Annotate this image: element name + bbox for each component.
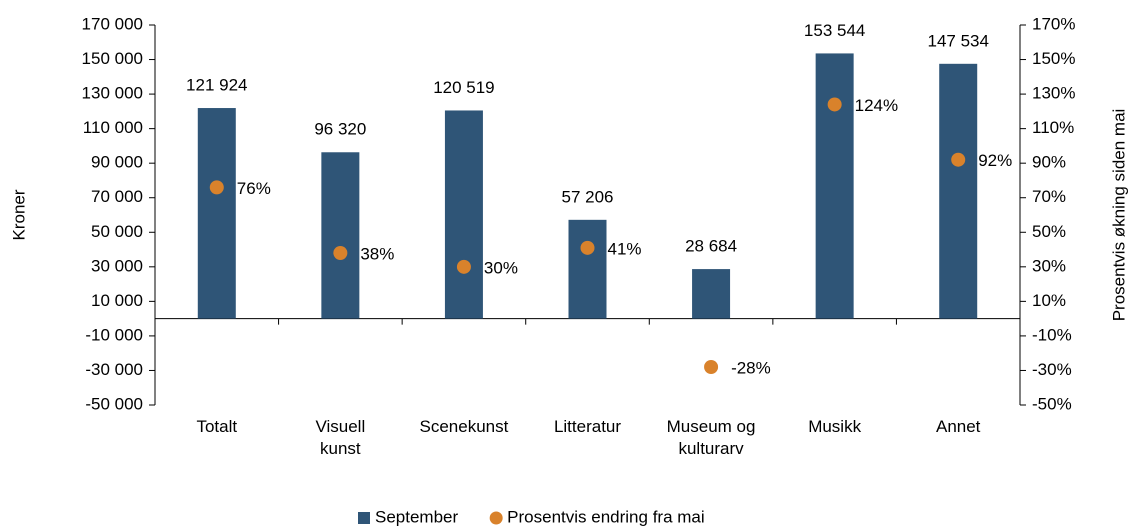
y2-tick-label: 50% (1032, 222, 1066, 241)
y-tick-label: 90 000 (91, 153, 143, 172)
bar (444, 110, 483, 319)
y2-tick-label: -30% (1032, 360, 1072, 379)
bar (815, 53, 854, 319)
bar-label: 28 684 (685, 237, 737, 256)
bar-label: 120 519 (433, 78, 494, 97)
x-tick-label-box: Museum og kulturarv (666, 417, 756, 458)
x-tick-label-box: Visuell kunst (315, 417, 366, 458)
y-tick-label: 110 000 (83, 118, 143, 137)
x-tick-label: Visuell kunst (315, 417, 366, 458)
dot (951, 152, 966, 167)
x-tick-label-box: Totalt (196, 417, 238, 436)
legend-swatch (358, 512, 370, 524)
y2-tick-label: 130% (1032, 84, 1075, 103)
dot-label: 38% (360, 244, 394, 263)
x-tick-label: Musikk (808, 417, 862, 436)
y-axis-title: Kroner (9, 189, 28, 240)
bar (568, 219, 607, 319)
bar-label: 121 924 (186, 76, 247, 95)
dot-label: 124% (855, 96, 898, 115)
x-tick-label-box: Annet (935, 417, 981, 436)
y2-tick-label: 150% (1032, 49, 1075, 68)
y2-tick-label: 90% (1032, 153, 1066, 172)
dot (580, 240, 595, 255)
y-tick-label: 170 000 (82, 14, 143, 33)
bar (939, 63, 978, 319)
x-tick-label-box: Scenekunst (419, 417, 509, 436)
dot-label: 76% (237, 179, 271, 198)
x-tick-label-box: Musikk (808, 417, 862, 436)
x-tick-label: Scenekunst (419, 417, 509, 436)
bar-label: 147 534 (927, 31, 988, 50)
bar (321, 152, 360, 319)
y-tick-label: 70 000 (91, 187, 143, 206)
dot-label: 30% (484, 258, 518, 277)
dot (704, 360, 719, 374)
legend-label: September (375, 507, 458, 526)
bar-label: 57 206 (562, 187, 614, 206)
bar (197, 108, 236, 319)
y-tick-label: 50 000 (91, 222, 143, 241)
legend-swatch (489, 511, 503, 525)
y-tick-label: 30 000 (91, 256, 143, 275)
x-tick-label: Totalt (196, 417, 238, 436)
y-tick-label: -10 000 (85, 325, 143, 344)
y2-axis-title: Prosentvis økning siden mai (1109, 109, 1128, 322)
dot (827, 97, 842, 112)
y-tick-label: 150 000 (82, 49, 143, 68)
x-tick-label: Annet (935, 417, 981, 436)
y2-tick-label: 10% (1032, 291, 1066, 310)
bar-label: 153 544 (804, 21, 865, 40)
y2-tick-label: 30% (1032, 256, 1066, 275)
dot (333, 246, 348, 260)
y2-tick-label: 70% (1032, 187, 1066, 206)
dot-label: 92% (978, 151, 1012, 170)
dot (456, 259, 471, 274)
dot-label: 41% (608, 239, 642, 258)
y-tick-label: -30 000 (85, 360, 143, 379)
x-tick-label: Museum og kulturarv (666, 417, 756, 458)
y-tick-label: 10 000 (91, 291, 143, 310)
bar (692, 269, 731, 319)
y2-tick-label: 170% (1032, 14, 1075, 33)
y2-tick-label: -10% (1032, 325, 1072, 344)
x-tick-label-box: Litteratur (553, 417, 622, 436)
y-tick-label: -50 000 (85, 394, 143, 413)
x-tick-label: Litteratur (553, 417, 622, 436)
dot (209, 180, 224, 195)
dot-label: -28% (731, 358, 771, 377)
legend-label: Prosentvis endring fra mai (507, 507, 704, 526)
y2-tick-label: 110% (1032, 118, 1074, 137)
y-tick-label: 130 000 (82, 84, 143, 103)
y2-tick-label: -50% (1032, 394, 1072, 413)
bar-label: 96 320 (314, 120, 366, 139)
